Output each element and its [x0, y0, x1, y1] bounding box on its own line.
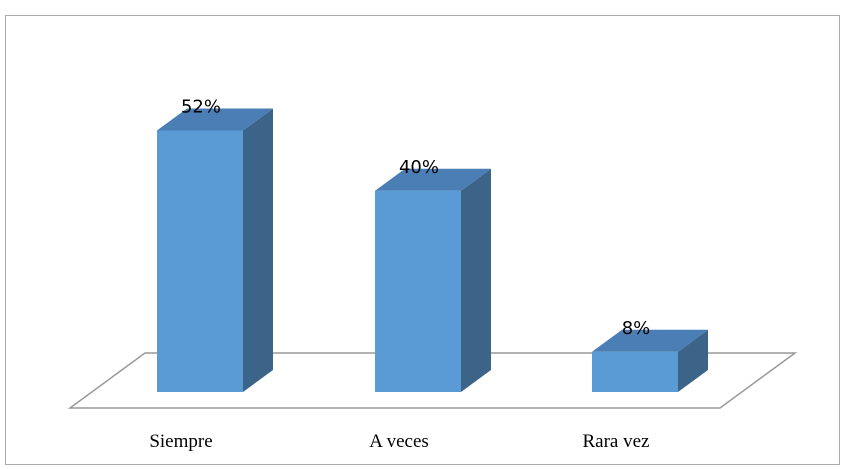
x-tick-label: Siempre	[149, 431, 212, 452]
data-label: 40%	[399, 157, 439, 178]
bar-front	[157, 130, 243, 392]
bar-side	[678, 329, 708, 392]
bar-top	[592, 329, 708, 352]
bar	[375, 168, 491, 392]
bar-top	[157, 108, 273, 131]
bar-top	[375, 168, 491, 191]
bar-side	[243, 108, 273, 392]
data-label: 52%	[181, 96, 221, 117]
x-tick-label: A veces	[369, 431, 429, 452]
bar-front	[375, 190, 461, 392]
bar-side	[461, 168, 491, 392]
floor	[67, 352, 798, 409]
bar	[592, 329, 708, 392]
bar-front	[592, 351, 678, 392]
data-label: 8%	[622, 318, 651, 339]
x-tick-label: Rara vez	[583, 431, 650, 452]
bar	[157, 108, 273, 392]
